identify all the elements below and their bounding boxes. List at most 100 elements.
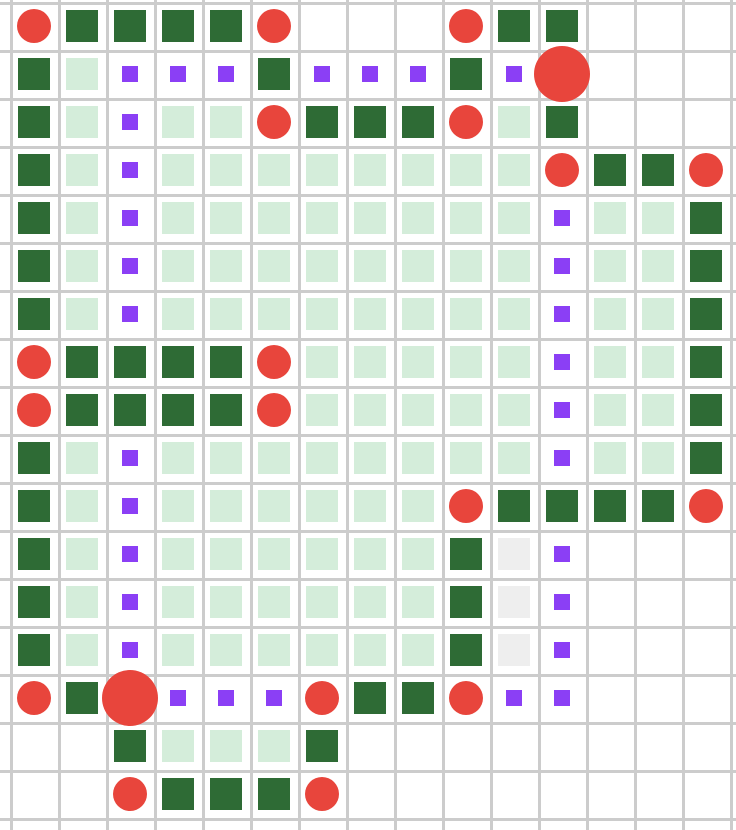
grid-cell[interactable] (586, 530, 634, 578)
grid-cell[interactable] (250, 722, 298, 770)
grid-cell[interactable] (394, 146, 442, 194)
grid-cell[interactable] (58, 482, 106, 530)
grid-cell[interactable] (250, 50, 298, 98)
grid-cell[interactable] (634, 434, 682, 482)
grid-cell[interactable] (106, 290, 154, 338)
grid-cell[interactable] (10, 98, 58, 146)
grid-cell[interactable] (490, 2, 538, 50)
grid-cell[interactable] (58, 626, 106, 674)
grid-cell[interactable] (106, 146, 154, 194)
grid-cell[interactable] (154, 290, 202, 338)
grid-cell[interactable] (58, 386, 106, 434)
grid-cell[interactable] (202, 770, 250, 818)
grid-cell[interactable] (106, 578, 154, 626)
grid-cell[interactable] (442, 98, 490, 146)
grid-cell[interactable] (538, 674, 586, 722)
grid-cell[interactable] (538, 434, 586, 482)
grid-cell[interactable] (202, 386, 250, 434)
grid-cell[interactable] (10, 722, 58, 770)
grid-cell[interactable] (58, 146, 106, 194)
grid-cell[interactable] (586, 578, 634, 626)
grid-cell[interactable] (202, 578, 250, 626)
grid-cell[interactable] (634, 626, 682, 674)
grid-cell[interactable] (490, 578, 538, 626)
grid-cell[interactable] (106, 482, 154, 530)
grid-cell[interactable] (58, 50, 106, 98)
grid-cell[interactable] (10, 386, 58, 434)
grid-cell[interactable] (442, 770, 490, 818)
grid-cell[interactable] (490, 482, 538, 530)
grid-cell[interactable] (346, 194, 394, 242)
grid-cell[interactable] (202, 674, 250, 722)
grid-cell[interactable] (634, 50, 682, 98)
grid-cell[interactable] (106, 434, 154, 482)
grid-cell[interactable] (538, 290, 586, 338)
grid-cell[interactable] (586, 386, 634, 434)
grid-cell[interactable] (682, 434, 730, 482)
grid-cell[interactable] (682, 338, 730, 386)
grid-cell[interactable] (682, 770, 730, 818)
grid-cell[interactable] (538, 482, 586, 530)
grid-cell[interactable] (346, 98, 394, 146)
grid-cell[interactable] (346, 770, 394, 818)
grid-cell[interactable] (538, 194, 586, 242)
grid-cell[interactable] (538, 626, 586, 674)
grid-cell[interactable] (202, 722, 250, 770)
grid-cell[interactable] (682, 482, 730, 530)
grid-cell[interactable] (394, 626, 442, 674)
grid-cell[interactable] (490, 242, 538, 290)
grid-cell[interactable] (106, 194, 154, 242)
grid-cell[interactable] (682, 530, 730, 578)
grid-cell[interactable] (634, 290, 682, 338)
grid-cell[interactable] (586, 2, 634, 50)
grid-cell[interactable] (202, 98, 250, 146)
grid-cell[interactable] (10, 578, 58, 626)
grid-cell[interactable] (394, 338, 442, 386)
grid-cell[interactable] (298, 722, 346, 770)
grid-cell[interactable] (202, 434, 250, 482)
grid-cell[interactable] (586, 242, 634, 290)
grid-cell[interactable] (106, 770, 154, 818)
grid-cell[interactable] (250, 194, 298, 242)
grid-cell[interactable] (586, 722, 634, 770)
grid-cell[interactable] (538, 98, 586, 146)
grid-cell[interactable] (102, 670, 158, 726)
grid-cell[interactable] (346, 434, 394, 482)
grid-cell[interactable] (250, 434, 298, 482)
grid-cell[interactable] (154, 146, 202, 194)
grid-cell[interactable] (10, 146, 58, 194)
grid-cell[interactable] (586, 434, 634, 482)
grid-cell[interactable] (538, 770, 586, 818)
grid-cell[interactable] (106, 386, 154, 434)
grid-cell[interactable] (106, 530, 154, 578)
grid-cell[interactable] (490, 338, 538, 386)
grid-cell[interactable] (634, 482, 682, 530)
grid-cell[interactable] (10, 290, 58, 338)
grid-cell[interactable] (58, 770, 106, 818)
grid-cell[interactable] (346, 2, 394, 50)
grid-cell[interactable] (202, 194, 250, 242)
grid-cell[interactable] (490, 194, 538, 242)
grid-cell[interactable] (298, 98, 346, 146)
grid-cell[interactable] (682, 386, 730, 434)
grid-cell[interactable] (346, 146, 394, 194)
grid-cell[interactable] (442, 434, 490, 482)
grid-cell[interactable] (298, 290, 346, 338)
grid-cell[interactable] (10, 338, 58, 386)
grid-cell[interactable] (394, 530, 442, 578)
grid-cell[interactable] (538, 146, 586, 194)
grid-cell[interactable] (154, 338, 202, 386)
grid-cell[interactable] (442, 338, 490, 386)
grid-cell[interactable] (58, 578, 106, 626)
grid-cell[interactable] (106, 2, 154, 50)
grid-cell[interactable] (154, 50, 202, 98)
grid-cell[interactable] (442, 626, 490, 674)
grid-cell[interactable] (586, 674, 634, 722)
grid-cell[interactable] (586, 290, 634, 338)
grid-cell[interactable] (634, 770, 682, 818)
grid-cell[interactable] (442, 50, 490, 98)
grid-cell[interactable] (538, 242, 586, 290)
grid-cell[interactable] (298, 434, 346, 482)
grid-cell[interactable] (394, 434, 442, 482)
grid-cell[interactable] (58, 98, 106, 146)
